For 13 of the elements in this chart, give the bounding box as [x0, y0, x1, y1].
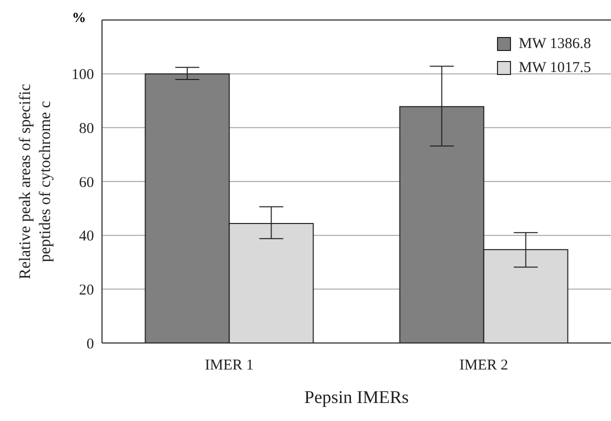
- y-tick-label: 60: [79, 174, 94, 191]
- y-axis-title: Relative peak areas of specific peptides of cytochrome c: [17, 84, 54, 280]
- y-tick-label: 0: [86, 336, 94, 352]
- legend-label: MW 1386.8: [518, 35, 591, 54]
- x-tick-label: IMER 2: [459, 358, 508, 374]
- y-tick-label: 80: [79, 120, 94, 137]
- x-axis-title: Pepsin IMERs: [304, 387, 409, 407]
- y-tick-label: 40: [79, 228, 94, 245]
- y-tick-label: 20: [79, 282, 94, 298]
- text: %: [72, 11, 86, 27]
- legend-label: MW 1017.5: [518, 59, 591, 78]
- x-tick-label: IMER 1: [204, 358, 254, 374]
- y-tick-label: 100: [72, 67, 94, 84]
